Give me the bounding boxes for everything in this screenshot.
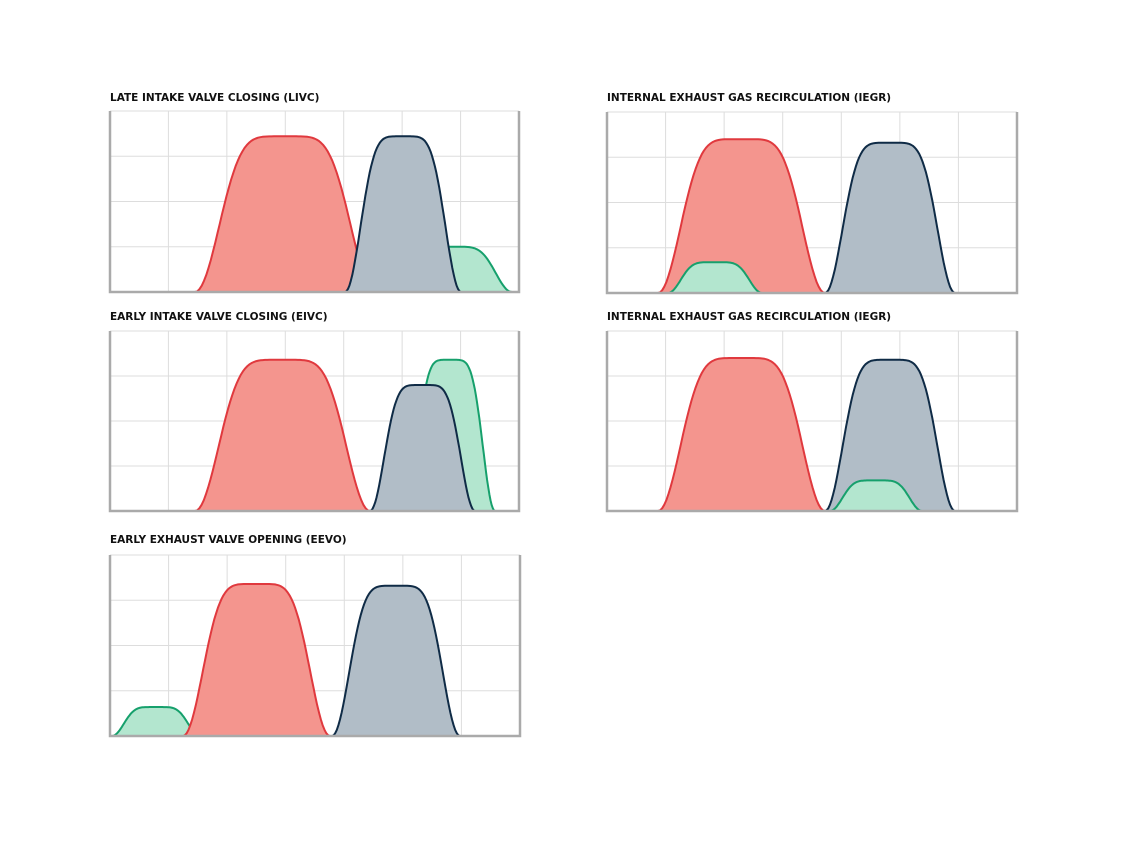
- lift-curve: [657, 138, 826, 294]
- panel-frame: [108, 111, 521, 294]
- lift-curve: [824, 358, 956, 512]
- panel-frame: [108, 555, 522, 738]
- lift-curve: [194, 358, 371, 512]
- panel-title: LATE INTAKE VALVE CLOSING (LIVC): [110, 92, 319, 104]
- lift-curve: [344, 135, 462, 293]
- lift-curve: [829, 479, 923, 512]
- lift-curve: [194, 135, 376, 293]
- lift-curve: [667, 261, 763, 294]
- lift-curve: [111, 706, 201, 737]
- lift-curve: [824, 141, 956, 294]
- panel-frame: [108, 331, 521, 513]
- lift-curve: [657, 357, 826, 512]
- panel-title: EARLY INTAKE VALVE CLOSING (EIVC): [110, 311, 328, 323]
- panel-frame: [605, 112, 1019, 295]
- lift-curve: [369, 384, 476, 512]
- panel-title: EARLY EXHAUST VALVE OPENING (EEVO): [110, 534, 347, 546]
- lift-curve: [331, 584, 461, 737]
- panel-title: INTERNAL EXHAUST GAS RECIRCULATION (IEGR…: [607, 92, 891, 104]
- panel-frame: [605, 331, 1019, 513]
- lift-curve: [182, 583, 331, 737]
- panel-title: INTERNAL EXHAUST GAS RECIRCULATION (IEGR…: [607, 311, 891, 323]
